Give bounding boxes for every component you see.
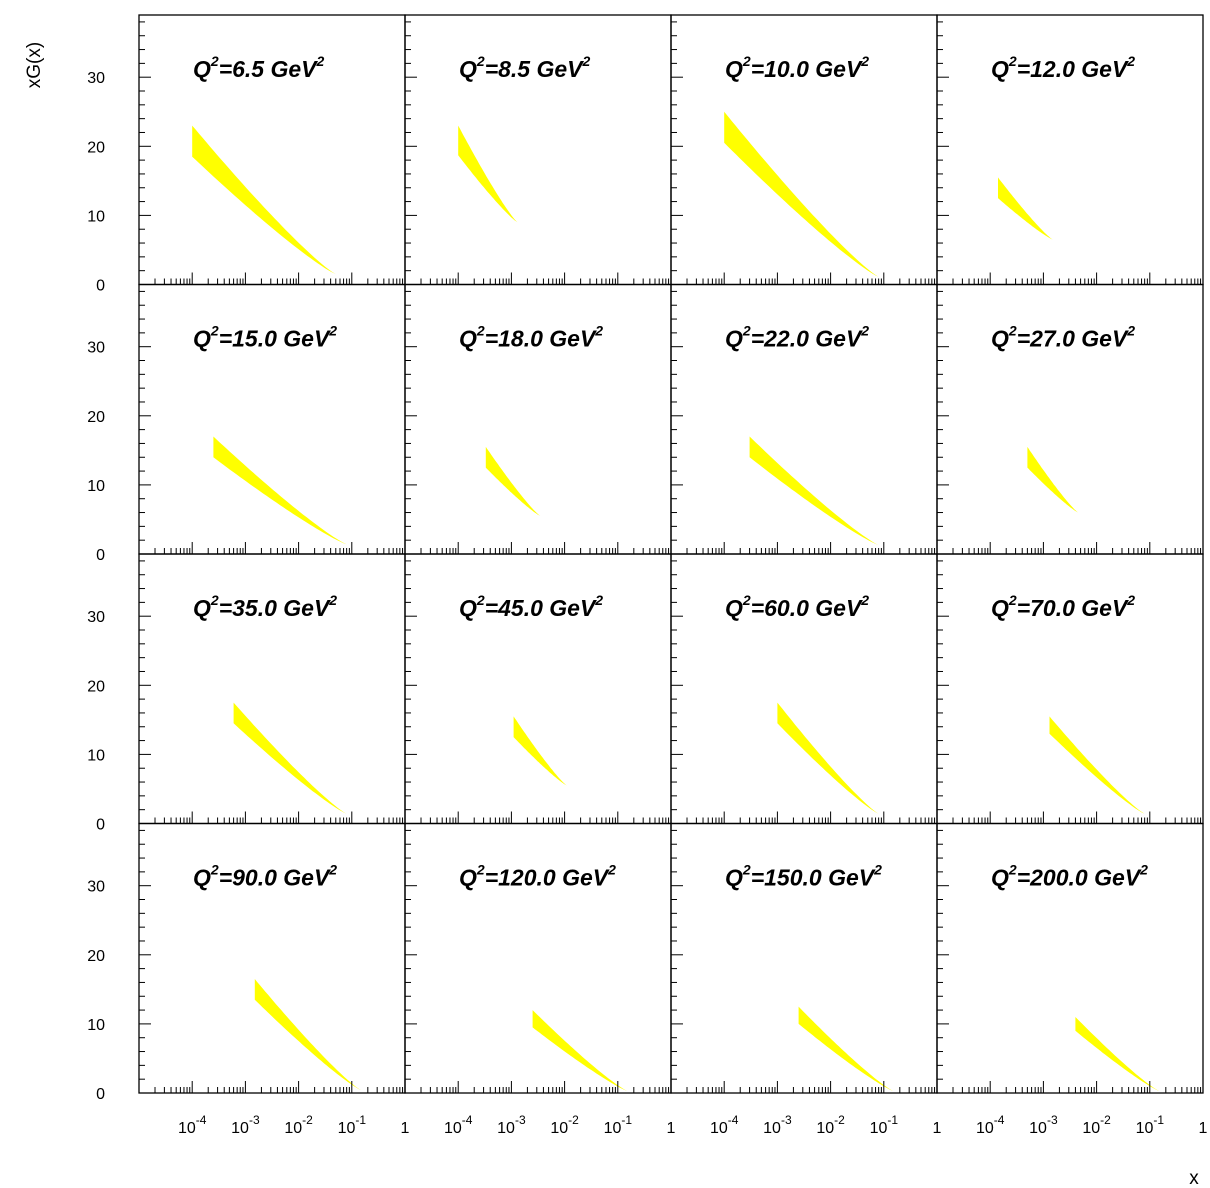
panel: Q2=60.0 GeV2 [670, 553, 938, 825]
panel: Q2=8.5 GeV2 [404, 14, 672, 286]
y-tick-label: 30 [87, 879, 105, 896]
uncertainty-band [998, 177, 1053, 240]
panel-q2-label: Q2=8.5 GeV2 [459, 53, 591, 82]
y-tick-label: 0 [96, 278, 105, 295]
panel-q2-label: Q2=10.0 GeV2 [725, 53, 869, 82]
uncertainty-band [513, 716, 567, 786]
panel-q2-label: Q2=70.0 GeV2 [991, 592, 1135, 621]
x-tick-label: 10-3 [231, 1113, 260, 1137]
x-axis-title: x [1189, 1168, 1199, 1188]
panel-q2-label: Q2=18.0 GeV2 [459, 323, 603, 352]
uncertainty-band [1027, 446, 1079, 513]
uncertainty-band [254, 979, 362, 1091]
x-tick-label: 1 [1199, 1120, 1208, 1137]
panel-q2-label: Q2=27.0 GeV2 [991, 323, 1135, 352]
panel: Q2=200.0 GeV2 [936, 822, 1204, 1094]
x-tick-label: 10-4 [444, 1113, 473, 1137]
x-tick-label: 10-4 [710, 1113, 739, 1137]
y-tick-label: 20 [87, 948, 105, 965]
x-tick-label: 10-2 [816, 1113, 845, 1137]
panel-q2-label: Q2=60.0 GeV2 [725, 592, 869, 621]
panel-grid: Q2=6.5 GeV2 Q2=8.5 GeV2 Q2=10.0 GeV2 Q2=12.… [138, 14, 1204, 1094]
y-tick-label: 30 [87, 609, 105, 626]
panel-q2-label: Q2=12.0 GeV2 [991, 53, 1135, 82]
y-axis-labels: 0 10 20 30 0 10 20 30 0 10 20 30 0 10 20 30 [87, 70, 105, 1103]
x-tick-label: 10-1 [870, 1113, 899, 1137]
x-tick-label: 10-2 [284, 1113, 313, 1137]
uncertainty-band [213, 436, 347, 545]
uncertainty-band [749, 436, 879, 545]
x-axis-labels: 10-4 10-3 10-2 10-1 1 10-4 10-3 10-2 10-1 1 10-4 10… [178, 1113, 1208, 1137]
uncertainty-band [1075, 1017, 1160, 1091]
uncertainty-band [192, 125, 336, 275]
y-tick-label: 30 [87, 340, 105, 357]
x-tick-label: 10-2 [1082, 1113, 1111, 1137]
uncertainty-band [458, 125, 518, 223]
panel: Q2=27.0 GeV2 [936, 283, 1204, 555]
panel: Q2=90.0 GeV2 [138, 822, 406, 1094]
y-tick-label: 0 [96, 547, 105, 564]
y-tick-label: 10 [87, 747, 105, 764]
x-tick-label: 10-1 [338, 1113, 367, 1137]
x-tick-label: 10-1 [1136, 1113, 1165, 1137]
uncertainty-band [485, 446, 541, 516]
panel-q2-label: Q2=15.0 GeV2 [193, 323, 337, 352]
panel-q2-label: Q2=200.0 GeV2 [991, 862, 1148, 891]
uncertainty-band [532, 1010, 628, 1091]
y-tick-label: 30 [87, 70, 105, 87]
y-axis-title: xG(x) [24, 42, 45, 88]
panel: Q2=18.0 GeV2 [404, 283, 672, 555]
panel-q2-label: Q2=90.0 GeV2 [193, 862, 337, 891]
panel-q2-label: Q2=35.0 GeV2 [193, 592, 337, 621]
y-tick-label: 10 [87, 1017, 105, 1034]
y-tick-label: 20 [87, 409, 105, 426]
x-tick-label: 10-2 [550, 1113, 579, 1137]
uncertainty-band [798, 1006, 894, 1091]
panel-q2-label: Q2=120.0 GeV2 [459, 862, 616, 891]
x-tick-label: 10-3 [763, 1113, 792, 1137]
x-tick-label: 10-4 [976, 1113, 1005, 1137]
y-tick-label: 20 [87, 678, 105, 695]
x-tick-label: 1 [667, 1120, 676, 1137]
panel: Q2=12.0 GeV2 [936, 14, 1204, 286]
x-tick-label: 10-3 [1029, 1113, 1058, 1137]
y-tick-label: 0 [96, 817, 105, 834]
y-tick-label: 10 [87, 208, 105, 225]
y-tick-label: 10 [87, 478, 105, 495]
uncertainty-band [233, 702, 347, 814]
x-tick-label: 1 [401, 1120, 410, 1137]
y-tick-label: 20 [87, 139, 105, 156]
panel: Q2=45.0 GeV2 [404, 553, 672, 825]
uncertainty-band [724, 111, 879, 277]
x-tick-label: 10-4 [178, 1113, 207, 1137]
panel: Q2=70.0 GeV2 [936, 553, 1204, 825]
panel: Q2=35.0 GeV2 [138, 553, 406, 825]
x-tick-label: 10-1 [604, 1113, 633, 1137]
uncertainty-band [1049, 716, 1145, 814]
uncertainty-band [777, 702, 879, 814]
x-tick-label: 1 [933, 1120, 942, 1137]
panel-q2-label: Q2=150.0 GeV2 [725, 862, 882, 891]
panel: Q2=6.5 GeV2 [138, 14, 406, 286]
y-tick-label: 0 [96, 1086, 105, 1103]
panel: Q2=150.0 GeV2 [670, 822, 938, 1094]
panel: Q2=10.0 GeV2 [670, 14, 938, 286]
panel: Q2=15.0 GeV2 [138, 283, 406, 555]
panel: Q2=22.0 GeV2 [670, 283, 938, 555]
panel-q2-label: Q2=6.5 GeV2 [193, 53, 325, 82]
x-tick-label: 10-3 [497, 1113, 526, 1137]
panel: Q2=120.0 GeV2 [404, 822, 672, 1094]
panel-q2-label: Q2=22.0 GeV2 [725, 323, 869, 352]
panel-frame [936, 822, 1204, 1094]
panel-q2-label: Q2=45.0 GeV2 [459, 592, 603, 621]
